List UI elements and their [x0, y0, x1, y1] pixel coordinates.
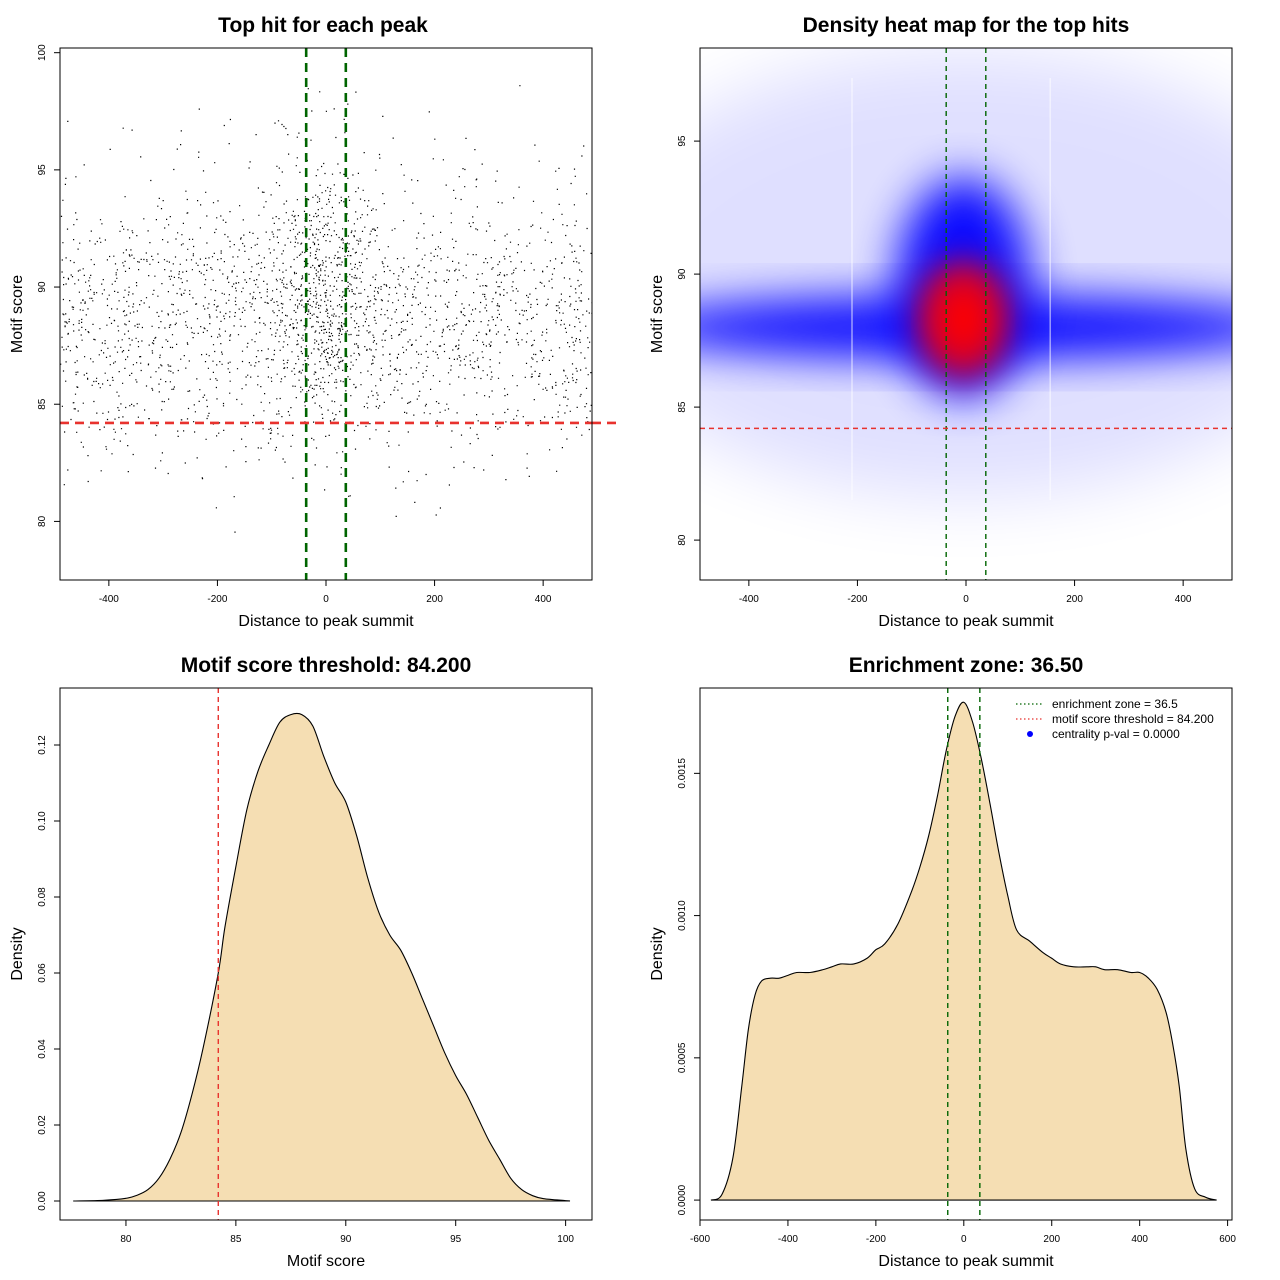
- y-tick-label: 100: [37, 44, 48, 61]
- y-tick-label: 85: [677, 401, 688, 413]
- scatter-y-label: Motif score: [9, 275, 26, 353]
- distance-density-area: [710, 701, 1217, 1201]
- distance-density-y-label: Density: [649, 927, 666, 980]
- y-tick-label: 80: [677, 534, 688, 546]
- y-tick-label: 0.0015: [677, 758, 688, 789]
- heatmap-x-label: Distance to peak summit: [878, 613, 1054, 630]
- x-tick-label: 0: [323, 594, 329, 605]
- panel-distance-density: Enrichment zone: 36.50 -600 -400 -200 0 200 4…: [649, 654, 1236, 1270]
- y-tick-label: 95: [37, 164, 48, 176]
- y-tick-label: 0.0005: [677, 1042, 688, 1073]
- legend-dot-centrality: [1027, 731, 1033, 737]
- x-tick-label: 0: [961, 1234, 967, 1245]
- distance-density-plot: [710, 688, 1217, 1220]
- score-density-y-axis: 0.00 0.02 0.04 0.06 0.08 0.10 0.12: [37, 735, 61, 1211]
- legend: enrichment zone = 36.5 motif score thres…: [1016, 697, 1214, 741]
- score-density-title: Motif score threshold: 84.200: [181, 654, 472, 677]
- panel-scatter: Top hit for each peak -400 -200 0 200 400 80…: [9, 14, 620, 630]
- legend-label-enrichment: enrichment zone = 36.5: [1052, 697, 1178, 711]
- y-tick-label: 0.10: [37, 811, 48, 831]
- heatmap-title: Density heat map for the top hits: [803, 14, 1130, 37]
- score-density-area: [73, 712, 571, 1202]
- distance-density-title: Enrichment zone: 36.50: [849, 654, 1084, 677]
- scatter-reference-lines: [60, 48, 592, 580]
- x-tick-label: 95: [450, 1234, 462, 1245]
- x-tick-label: 100: [557, 1234, 574, 1245]
- distance-density-x-axis: -600 -400 -200 0 200 400 600: [690, 1219, 1236, 1245]
- x-tick-label: 400: [1131, 1234, 1148, 1245]
- y-tick-label: 90: [677, 268, 688, 280]
- x-tick-label: 90: [340, 1234, 352, 1245]
- heatmap-density: [700, 48, 1232, 580]
- scatter-y-axis: 80 85 90 95 100: [37, 44, 61, 527]
- y-tick-label: 0.0000: [677, 1184, 688, 1215]
- y-tick-label: 80: [37, 515, 48, 527]
- scatter-plot-box: [59, 47, 593, 581]
- score-density-x-axis: 80 85 90 95 100: [120, 1219, 574, 1245]
- y-tick-label: 85: [37, 398, 48, 410]
- scatter-x-label: Distance to peak summit: [238, 613, 414, 630]
- legend-label-threshold: motif score threshold = 84.200: [1052, 712, 1214, 726]
- y-tick-label: 90: [37, 281, 48, 293]
- x-tick-label: 0: [963, 594, 969, 605]
- heatmap-hotspot: [937, 283, 990, 356]
- heatmap-y-axis: 80 85 90 95: [677, 135, 701, 546]
- distance-density-x-label: Distance to peak summit: [878, 1253, 1054, 1270]
- distance-density-y-axis: 0.0000 0.0005 0.0010 0.0015: [677, 758, 701, 1215]
- x-tick-label: -200: [866, 1234, 886, 1245]
- x-tick-label: -400: [99, 594, 119, 605]
- heatmap-reference-lines: [700, 48, 1232, 580]
- x-tick-label: -400: [778, 1234, 798, 1245]
- x-tick-label: 600: [1219, 1234, 1236, 1245]
- y-tick-label: 95: [677, 135, 688, 147]
- heatmap-y-label: Motif score: [649, 275, 666, 353]
- distance-density-zone-lines: [947, 688, 981, 1220]
- x-tick-label: -200: [847, 594, 867, 605]
- x-tick-label: 400: [1175, 594, 1192, 605]
- x-tick-label: -400: [739, 594, 759, 605]
- x-tick-label: 200: [426, 594, 443, 605]
- x-tick-label: 80: [120, 1234, 132, 1245]
- scatter-point-cloud: [60, 85, 592, 533]
- score-density-plot: [73, 688, 571, 1220]
- x-tick-label: -600: [690, 1234, 710, 1245]
- legend-label-centrality: centrality p-val = 0.0000: [1052, 727, 1180, 741]
- x-tick-label: -200: [207, 594, 227, 605]
- heatmap-x-axis: -400 -200 0 200 400: [739, 579, 1192, 605]
- score-density-y-label: Density: [9, 927, 26, 980]
- score-density-x-label: Motif score: [287, 1253, 365, 1270]
- x-tick-label: 85: [230, 1234, 242, 1245]
- x-tick-label: 200: [1066, 594, 1083, 605]
- y-tick-label: 0.00: [37, 1191, 48, 1211]
- x-tick-label: 400: [535, 594, 552, 605]
- y-tick-label: 0.02: [37, 1115, 48, 1135]
- scatter-x-axis: -400 -200 0 200 400: [99, 579, 552, 605]
- y-tick-label: 0.04: [37, 1039, 48, 1059]
- y-tick-label: 0.08: [37, 887, 48, 907]
- panel-heatmap: Density heat map for the top hits -400 -2…: [649, 14, 1233, 630]
- panel-score-density: Motif score threshold: 84.200 80 85 90 95 10…: [9, 654, 593, 1270]
- y-tick-label: 0.0010: [677, 900, 688, 931]
- y-tick-label: 0.12: [37, 735, 48, 755]
- scatter-points: [60, 85, 592, 533]
- x-tick-label: 200: [1043, 1234, 1060, 1245]
- y-tick-label: 0.06: [37, 963, 48, 983]
- scatter-title: Top hit for each peak: [218, 14, 428, 37]
